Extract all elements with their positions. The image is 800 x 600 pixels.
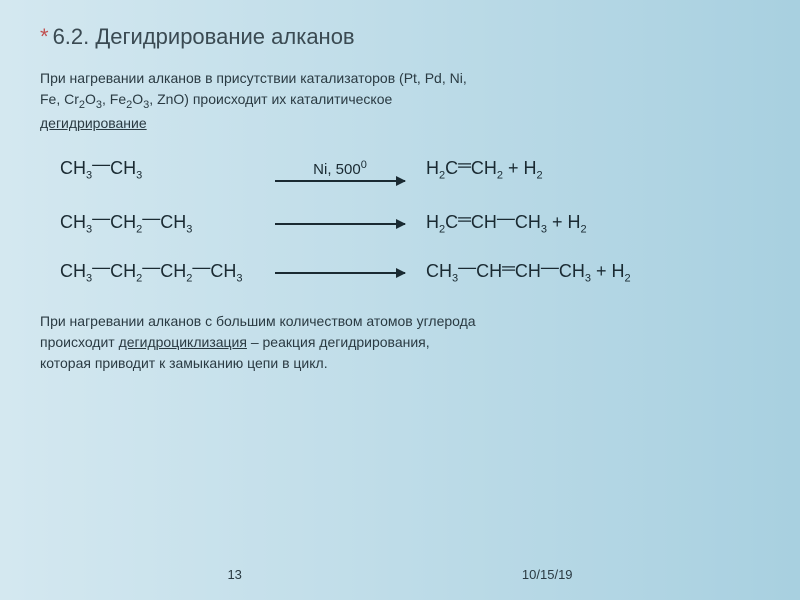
product: H2C═CH—CH3 + H2 (426, 212, 587, 236)
asterisk-icon: * (40, 24, 49, 50)
intro-paragraph: При нагревании алканов в присутствии кат… (40, 68, 760, 134)
reaction-row: CH3—CH2—CH3 H2C═CH—CH3 + H2 (60, 212, 760, 236)
closing-underline: дегидроциклизация (119, 334, 247, 350)
arrow-icon (275, 223, 405, 225)
intro-line1: При нагревании алканов в присутствии кат… (40, 70, 467, 86)
title-text: Дегидрирование алканов (95, 24, 354, 49)
arrow-icon (275, 180, 405, 182)
intro-mid: , Fe (102, 91, 126, 107)
reaction-row: CH3—CH3 Ni, 5000 H2C═CH2 + H2 (60, 158, 760, 182)
footer: 13 10/15/19 (0, 567, 800, 582)
reactant: CH3—CH2—CH2—CH3 (60, 261, 270, 285)
reactions-block: CH3—CH3 Ni, 5000 H2C═CH2 + H2 CH3—CH2—CH3 H2… (60, 158, 760, 285)
reactant: CH3—CH3 (60, 158, 270, 182)
closing-line2-post: – реакция дегидрирования, (247, 334, 430, 350)
title-number: 6.2. (53, 24, 90, 49)
reaction-arrow (270, 272, 410, 274)
title-row: * 6.2. Дегидрирование алканов (40, 24, 760, 50)
intro-o: O (85, 91, 96, 107)
slide-title: 6.2. Дегидрирование алканов (53, 24, 355, 50)
closing-line3: которая приводит к замыканию цепи в цикл… (40, 355, 328, 371)
slide-container: * 6.2. Дегидрирование алканов При нагрев… (0, 0, 800, 600)
intro-line3: дегидрирование (40, 115, 147, 131)
reaction-arrow: Ni, 5000 (270, 159, 410, 182)
closing-line1: При нагревании алканов с большим количес… (40, 313, 476, 329)
closing-paragraph: При нагревании алканов с большим количес… (40, 311, 760, 374)
intro-o2: O (132, 91, 143, 107)
intro-line2-pre: Fe, Cr (40, 91, 79, 107)
reactant: CH3—CH2—CH3 (60, 212, 270, 236)
product: H2C═CH2 + H2 (426, 158, 543, 182)
reaction-arrow (270, 223, 410, 225)
closing-line2-pre: происходит (40, 334, 119, 350)
arrow-icon (275, 272, 405, 274)
product: CH3—CH═CH—CH3 + H2 (426, 261, 631, 285)
page-number: 13 (227, 567, 241, 582)
reaction-row: CH3—CH2—CH2—CH3 CH3—CH═CH—CH3 + H2 (60, 261, 760, 285)
intro-post: , ZnO) происходит их каталитическое (149, 91, 392, 107)
footer-date: 10/15/19 (522, 567, 573, 582)
arrow-label: Ni, 5000 (313, 159, 367, 178)
